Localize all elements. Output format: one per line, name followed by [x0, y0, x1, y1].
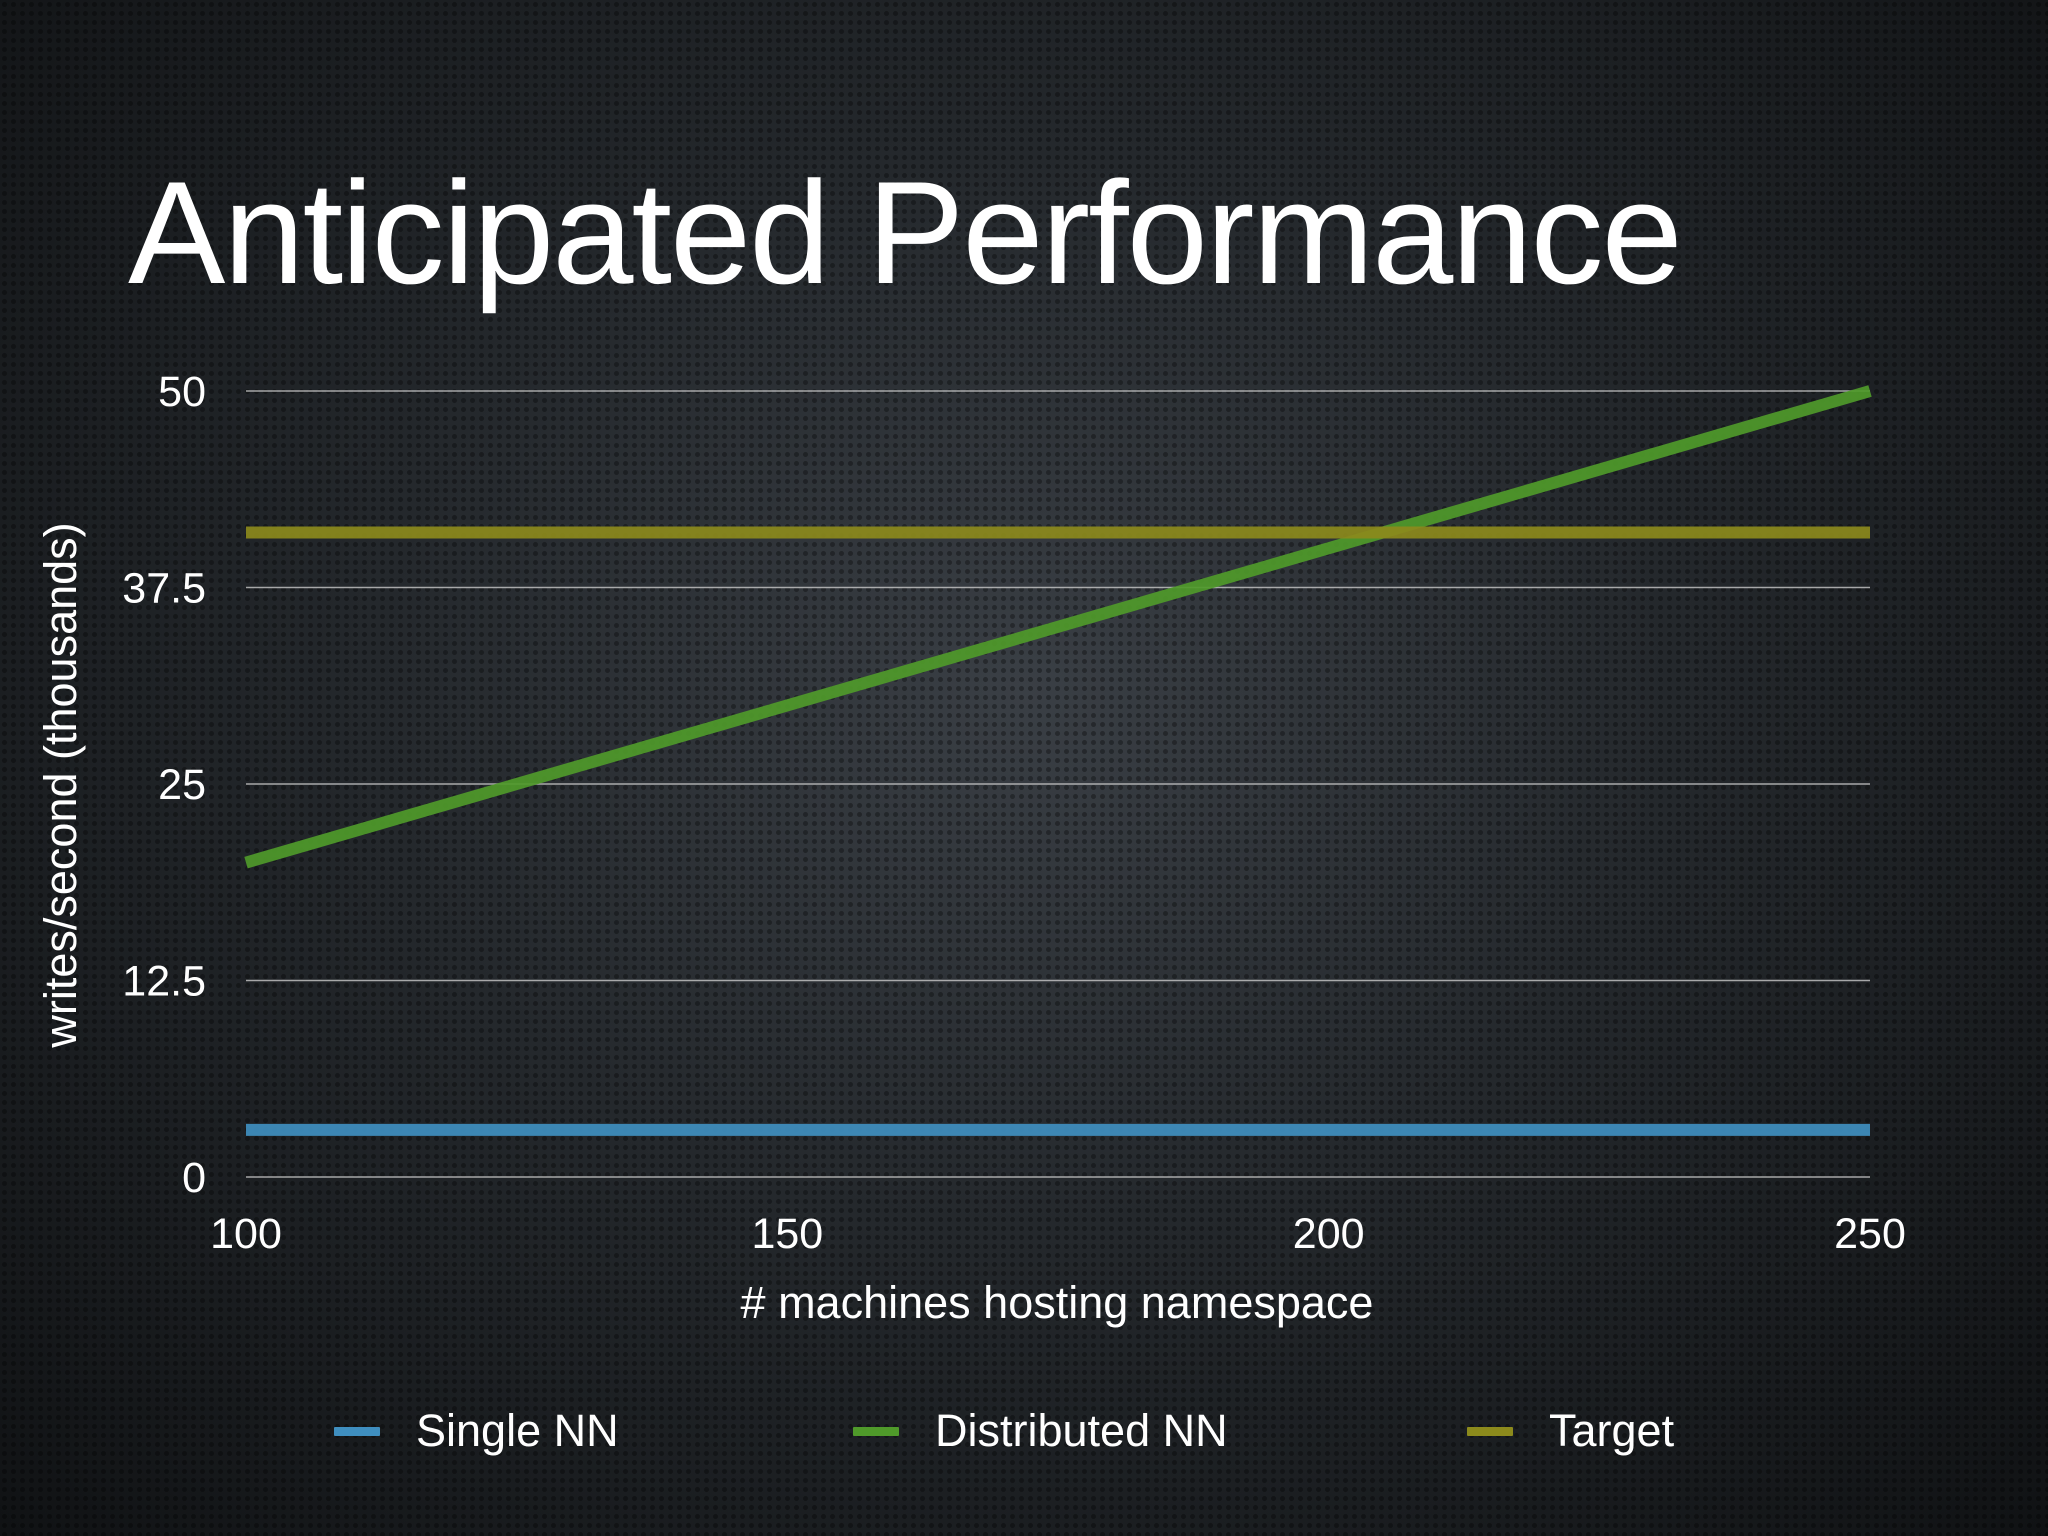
x-tick-label: 100 [210, 1210, 282, 1258]
legend-item-target: Target [1467, 1396, 1674, 1466]
y-axis-label: writes/second (thousands) [35, 522, 86, 1048]
y-tick-label: 0 [182, 1154, 206, 1202]
x-tick-label: 250 [1834, 1210, 1906, 1258]
y-tick-label: 50 [158, 368, 206, 416]
x-tick-label: 200 [1293, 1210, 1365, 1258]
legend-swatch [853, 1426, 899, 1436]
legend-item-distributed-nn: Distributed NN [853, 1396, 1228, 1466]
x-tick-labels: 100 150 200 250 [210, 1210, 1906, 1258]
grid-lines [246, 390, 1870, 1178]
legend-label: Single NN [416, 1405, 619, 1456]
legend-swatch [334, 1426, 380, 1436]
y-tick-label: 25 [158, 761, 206, 809]
x-axis-label: # machines hosting namespace [741, 1277, 1374, 1328]
x-tick-label: 150 [751, 1210, 823, 1258]
slide-title: Anticipated Performance [128, 151, 1683, 314]
chart-legend: Single NN Distributed NN Target [0, 1396, 2048, 1466]
legend-swatch [1467, 1426, 1513, 1436]
series-line-distributed-nn [244, 385, 1872, 869]
legend-label: Distributed NN [935, 1405, 1228, 1456]
y-tick-label: 37.5 [122, 565, 206, 613]
legend-label: Target [1549, 1405, 1675, 1456]
legend-item-single-nn: Single NN [334, 1396, 619, 1466]
series-lines [244, 385, 1872, 1136]
y-tick-label: 12.5 [122, 958, 206, 1006]
y-tick-labels: 0 12.5 25 37.5 50 [122, 368, 206, 1202]
